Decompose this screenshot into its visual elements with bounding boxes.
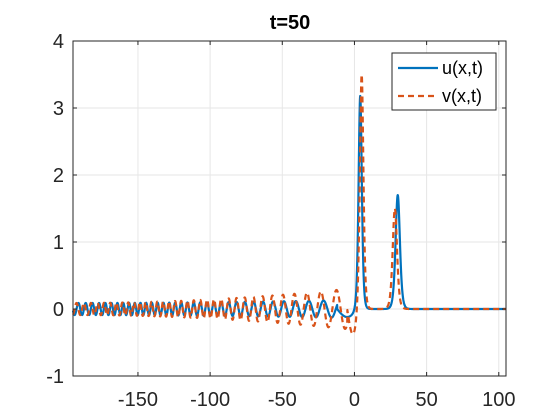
legend-label-v: v(x,t) [442,86,482,106]
legend: u(x,t) v(x,t) [391,52,497,111]
series-line-v [72,73,507,336]
x-tick-label: 50 [415,389,437,411]
x-tick-label: -100 [190,389,230,411]
x-tick-label: -50 [268,389,297,411]
y-tick-label: 2 [53,165,64,187]
y-tick-label: 1 [53,232,64,254]
tick-marks [73,40,506,377]
y-tick-label: 3 [53,98,64,120]
y-tick-label: 0 [53,299,64,321]
axes-box [72,40,507,377]
chart-title: t=50 [270,12,311,34]
y-tick-label: -1 [46,366,64,388]
x-tick-labels: -150 -100 -50 0 50 100 [118,389,516,411]
series-layer [71,73,507,336]
y-tick-label: 4 [53,31,64,53]
x-tick-label: 100 [482,389,515,411]
legend-box [391,52,497,111]
y-tick-labels: -1 0 1 2 3 4 [46,31,64,388]
x-tick-label: -150 [118,389,158,411]
x-tick-label: 0 [349,389,360,411]
legend-label-u: u(x,t) [442,58,483,78]
